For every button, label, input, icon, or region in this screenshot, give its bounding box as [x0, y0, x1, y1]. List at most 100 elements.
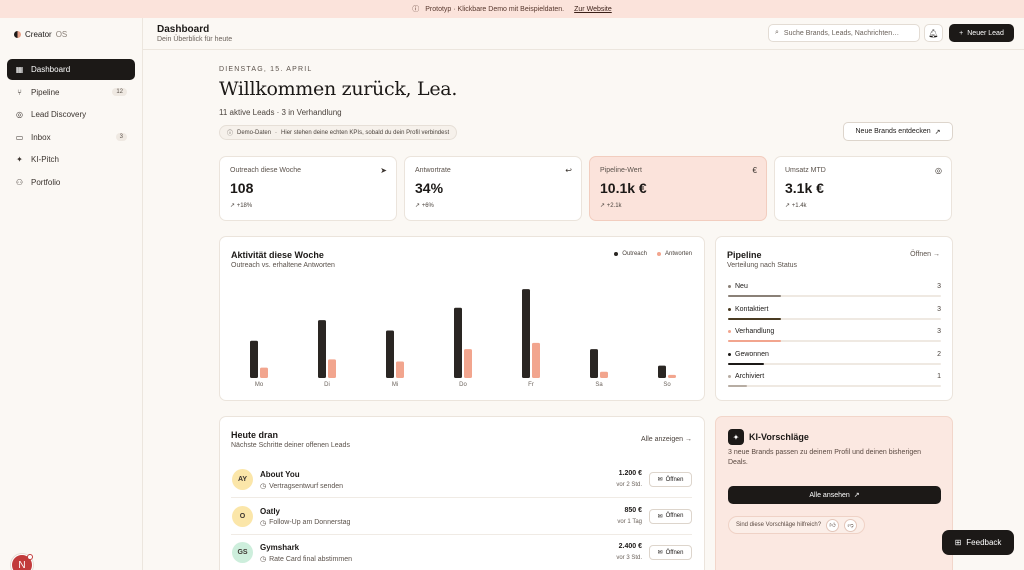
new-lead-label: Neuer Lead	[967, 29, 1004, 37]
bar-outreach-mo	[250, 340, 258, 378]
feedback-button[interactable]: ⊞ Feedback	[942, 530, 1014, 555]
open-lead-button[interactable]: ✉ Öffnen	[649, 472, 692, 487]
notification-dot	[27, 554, 33, 560]
activity-bar-chart: Mo Di Mi Do Fr Sa So	[250, 289, 676, 388]
pipeline-count: 2	[937, 350, 941, 358]
pipeline-row[interactable]: Kontaktiert 3	[728, 305, 941, 320]
question-text: Sind diese Vorschläge hilfreich?	[736, 522, 822, 528]
logo[interactable]: Creator OS	[14, 30, 67, 39]
open-lead-button[interactable]: ✉ Öffnen	[649, 545, 692, 560]
today-subtitle: Nächste Schritte deiner offenen Leads	[231, 442, 350, 449]
bar-antworten-do	[464, 349, 472, 378]
compass-icon: ◎	[16, 110, 23, 119]
lead-row[interactable]: O Oatly ◷ Follow-Up am Donnerstag 850 € vor 1…	[231, 499, 692, 535]
thumbs-up-icon[interactable]: 👍︎	[826, 518, 840, 532]
demo-banner: ⓘ Prototyp · Klickbare Demo mit Beispiel…	[0, 0, 1024, 18]
mail-icon: ✉	[657, 513, 663, 520]
avatar-initial: N	[18, 559, 26, 570]
sidebar-item-label: Lead Discovery	[31, 110, 87, 119]
discover-brands-button[interactable]: Neue Brands entdecken ↗	[843, 122, 953, 141]
pipeline-row[interactable]: Gewonnen 2	[728, 350, 941, 365]
lead-name: About You	[260, 470, 300, 479]
pipeline-progress-track	[728, 295, 941, 297]
welcome-heading: Willkommen zurück, Lea.	[219, 78, 458, 100]
logo-icon	[14, 31, 21, 38]
x-tick-label: Di	[324, 382, 330, 388]
sidebar-item-inbox[interactable]: ▭ Inbox 3	[7, 127, 135, 148]
kpi-delta: ↗ +2.1k	[600, 203, 622, 209]
pipeline-count: 3	[937, 328, 941, 335]
clock-icon: ◷	[260, 483, 267, 490]
kpi-delta: ↗ +18%	[230, 203, 253, 209]
page-title: Dashboard	[157, 24, 210, 35]
x-tick-label: Do	[459, 382, 467, 388]
view-all-label: Alle ansehen	[809, 491, 850, 499]
sidebar-item-portfolio[interactable]: ⚇ Portfolio	[7, 172, 135, 193]
clock-icon: ◷	[260, 519, 267, 527]
view-all-suggestions-button[interactable]: Alle ansehen ↗	[728, 486, 941, 504]
pipeline-row[interactable]: Neu 3	[728, 283, 941, 297]
separator: ·	[275, 129, 278, 136]
lead-name: Gymshark	[260, 543, 300, 552]
show-all-link[interactable]: Alle anzeigen →	[641, 436, 692, 443]
status-dot	[728, 375, 731, 378]
bar-antworten-di	[328, 359, 336, 378]
demo-data-pill: ⓘ Demo-Daten · Hier stehen deine echten …	[219, 125, 458, 140]
arrow-up-right-icon: ↗	[853, 492, 860, 499]
user-icon: ⚇	[15, 177, 24, 187]
lead-amount: 850 €	[624, 506, 642, 514]
notifications-button[interactable]: 🔔︎	[924, 24, 943, 42]
lead-task: ◷ Rate Card final abstimmen	[260, 555, 352, 564]
new-lead-button[interactable]: + Neuer Lead	[949, 24, 1014, 42]
pipeline-open-link[interactable]: Öffnen →	[910, 251, 940, 258]
status-dot	[728, 285, 731, 288]
lead-row[interactable]: GS Gymshark ◷ Rate Card final abstimmen 2.40…	[231, 535, 692, 570]
trend-up-icon: ↗	[415, 203, 421, 209]
avatar[interactable]: N	[11, 554, 33, 570]
sidebar-item-pipeline[interactable]: ⑂ Pipeline 12	[7, 82, 135, 103]
kpi-card-outreach: Outreach diese Woche ➤ 108 ↗ +18%	[219, 156, 397, 221]
feedback-icon: ⊞	[954, 538, 962, 547]
pipeline-status-label: Neu	[728, 283, 941, 290]
thumbs-down-icon[interactable]: 👎︎	[844, 518, 858, 532]
today-title: Heute dran	[231, 430, 279, 440]
kpi-value: 108	[230, 180, 254, 196]
sidebar-item-lead-discovery[interactable]: ◎ Lead Discovery	[7, 104, 135, 125]
search-icon: ⌕	[775, 29, 779, 36]
pipeline-progress-fill	[728, 340, 782, 342]
kpi-label: Outreach diese Woche	[230, 167, 302, 174]
sidebar-item-label: Pipeline	[31, 87, 60, 97]
inbox-count-badge: 3	[115, 133, 127, 141]
kpi-value: 10.1k €	[600, 180, 647, 196]
pipeline-row[interactable]: Archiviert 1	[728, 373, 941, 387]
feedback-question: Sind diese Vorschläge hilfreich? 👍︎ 👎︎	[728, 516, 866, 534]
pipeline-progress-fill	[728, 317, 782, 320]
trend-up-icon: ↗	[785, 203, 791, 209]
lead-name: Oatly	[260, 506, 281, 516]
info-icon: ⓘ	[412, 6, 420, 13]
open-lead-button[interactable]: ✉ Öffnen	[649, 508, 692, 524]
pipeline-row[interactable]: Verhandlung 3	[728, 328, 941, 342]
lead-row[interactable]: AY About You ◷ Vertragsentwurf senden 1.200 …	[231, 462, 692, 498]
website-link[interactable]: Zur Website	[574, 5, 612, 13]
discover-label: Neue Brands entdecken	[855, 128, 931, 135]
pipeline-progress-track	[728, 385, 941, 387]
pipeline-status-label: Verhandlung	[728, 328, 941, 335]
lead-avatar: GS	[232, 542, 253, 563]
kpi-value: 3.1k €	[785, 180, 824, 196]
pipeline-icon: ⑂	[17, 87, 22, 97]
bar-antworten-mo	[260, 367, 268, 378]
kpi-label: Umsatz MTD	[785, 167, 826, 174]
sidebar-item-ki-pitch[interactable]: ✦ KI-Pitch	[7, 149, 135, 170]
lead-amount: 1.200 €	[618, 470, 642, 477]
lead-task: ◷ Vertragsentwurf senden	[260, 482, 344, 491]
status-dot	[728, 307, 731, 311]
kpi-label: Antwortrate	[415, 167, 451, 174]
target-icon: ◎	[935, 166, 942, 175]
sparkle-icon: ✦	[728, 429, 744, 445]
pipeline-count: 3	[937, 305, 941, 313]
search-input[interactable]: ⌕ Suche Brands, Leads, Nachrichten…	[768, 24, 920, 42]
bar-outreach-di	[318, 320, 326, 378]
chat-icon: ▭	[15, 132, 24, 142]
sidebar-item-dashboard[interactable]: ▦ Dashboard	[7, 59, 135, 80]
